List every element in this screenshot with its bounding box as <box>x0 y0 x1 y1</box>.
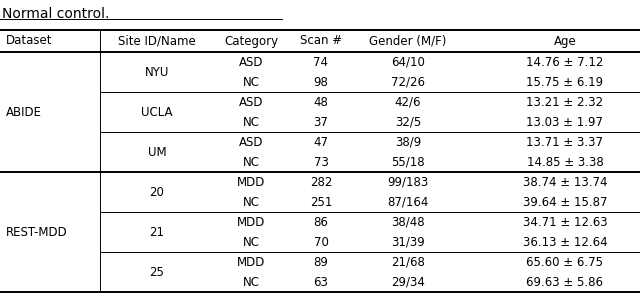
Text: MDD: MDD <box>237 216 265 228</box>
Text: 38/9: 38/9 <box>395 135 421 149</box>
Text: 34.71 ± 12.63: 34.71 ± 12.63 <box>523 216 607 228</box>
Text: NC: NC <box>243 115 259 129</box>
Text: 21: 21 <box>150 225 164 239</box>
Text: 86: 86 <box>314 216 328 228</box>
Text: 55/18: 55/18 <box>391 155 425 169</box>
Text: Dataset: Dataset <box>6 34 52 48</box>
Text: 72/26: 72/26 <box>391 76 425 89</box>
Text: 282: 282 <box>310 176 332 188</box>
Text: 14.76 ± 7.12: 14.76 ± 7.12 <box>526 56 604 68</box>
Text: 69.63 ± 5.86: 69.63 ± 5.86 <box>527 275 604 289</box>
Text: Gender (M/F): Gender (M/F) <box>369 34 447 48</box>
Text: 38.74 ± 13.74: 38.74 ± 13.74 <box>523 176 607 188</box>
Text: 89: 89 <box>314 256 328 269</box>
Text: Normal control.: Normal control. <box>2 7 109 21</box>
Text: 21/68: 21/68 <box>391 256 425 269</box>
Text: 87/164: 87/164 <box>387 196 429 208</box>
Text: Age: Age <box>554 34 577 48</box>
Text: 36.13 ± 12.64: 36.13 ± 12.64 <box>523 236 607 248</box>
Text: 48: 48 <box>314 95 328 109</box>
Text: Category: Category <box>224 34 278 48</box>
Text: REST-MDD: REST-MDD <box>6 225 68 239</box>
Text: 14.85 ± 3.38: 14.85 ± 3.38 <box>527 155 604 169</box>
Text: MDD: MDD <box>237 176 265 188</box>
Text: 99/183: 99/183 <box>387 176 429 188</box>
Text: ABIDE: ABIDE <box>6 106 42 118</box>
Text: NC: NC <box>243 196 259 208</box>
Text: 13.03 ± 1.97: 13.03 ± 1.97 <box>527 115 604 129</box>
Text: 63: 63 <box>314 275 328 289</box>
Text: 70: 70 <box>314 236 328 248</box>
Text: 29/34: 29/34 <box>391 275 425 289</box>
Text: ASD: ASD <box>239 135 263 149</box>
Text: Site ID/Name: Site ID/Name <box>118 34 196 48</box>
Text: 42/6: 42/6 <box>395 95 421 109</box>
Text: 251: 251 <box>310 196 332 208</box>
Text: 74: 74 <box>314 56 328 68</box>
Text: NC: NC <box>243 76 259 89</box>
Text: 73: 73 <box>314 155 328 169</box>
Text: 20: 20 <box>150 185 164 199</box>
Text: 64/10: 64/10 <box>391 56 425 68</box>
Text: UM: UM <box>148 146 166 158</box>
Text: 13.71 ± 3.37: 13.71 ± 3.37 <box>527 135 604 149</box>
Text: 98: 98 <box>314 76 328 89</box>
Text: 13.21 ± 2.32: 13.21 ± 2.32 <box>527 95 604 109</box>
Text: 31/39: 31/39 <box>391 236 425 248</box>
Text: 37: 37 <box>314 115 328 129</box>
Text: MDD: MDD <box>237 256 265 269</box>
Text: 25: 25 <box>150 266 164 278</box>
Text: 38/48: 38/48 <box>391 216 425 228</box>
Text: NC: NC <box>243 275 259 289</box>
Text: 47: 47 <box>314 135 328 149</box>
Text: 15.75 ± 6.19: 15.75 ± 6.19 <box>527 76 604 89</box>
Text: Scan #: Scan # <box>300 34 342 48</box>
Text: ASD: ASD <box>239 56 263 68</box>
Text: NC: NC <box>243 236 259 248</box>
Text: NYU: NYU <box>145 65 169 79</box>
Text: NC: NC <box>243 155 259 169</box>
Text: 32/5: 32/5 <box>395 115 421 129</box>
Text: UCLA: UCLA <box>141 106 173 118</box>
Text: 39.64 ± 15.87: 39.64 ± 15.87 <box>523 196 607 208</box>
Text: 65.60 ± 6.75: 65.60 ± 6.75 <box>527 256 604 269</box>
Text: ASD: ASD <box>239 95 263 109</box>
